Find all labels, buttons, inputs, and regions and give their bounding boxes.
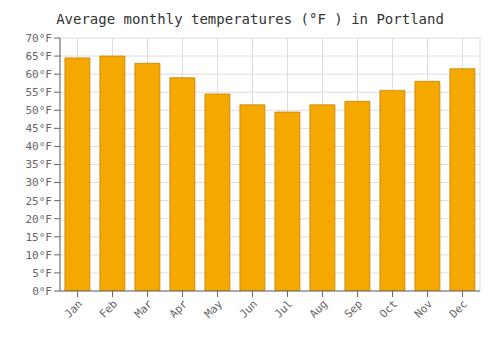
svg-text:60°F: 60°F: [26, 68, 53, 81]
svg-text:45°F: 45°F: [26, 122, 53, 135]
svg-text:Feb: Feb: [97, 297, 120, 320]
svg-text:40°F: 40°F: [26, 140, 53, 153]
svg-text:Jul: Jul: [272, 297, 295, 320]
svg-text:55°F: 55°F: [26, 86, 53, 99]
svg-text:20°F: 20°F: [26, 213, 53, 226]
svg-text:25°F: 25°F: [26, 195, 53, 208]
svg-text:15°F: 15°F: [26, 231, 53, 244]
svg-text:0°F: 0°F: [32, 285, 52, 298]
svg-text:35°F: 35°F: [26, 158, 53, 171]
svg-text:50°F: 50°F: [26, 104, 53, 117]
svg-text:May: May: [202, 297, 226, 321]
svg-text:65°F: 65°F: [26, 50, 53, 63]
svg-text:Sep: Sep: [342, 297, 365, 320]
svg-text:Apr: Apr: [167, 297, 191, 321]
svg-text:Mar: Mar: [132, 297, 156, 321]
svg-text:Oct: Oct: [377, 297, 400, 320]
svg-text:Jan: Jan: [62, 297, 85, 320]
svg-text:5°F: 5°F: [32, 267, 52, 280]
svg-text:Dec: Dec: [447, 297, 470, 320]
html-text:Average monthly temperatures (: Average monthly temperatures (°F ) in Po…: [56, 11, 444, 27]
svg-text:10°F: 10°F: [26, 249, 53, 262]
svg-text:Aug: Aug: [307, 297, 330, 320]
svg-text:Nov: Nov: [412, 297, 436, 321]
svg-text:Jun: Jun: [237, 297, 260, 320]
svg-text:70°F: 70°F: [26, 32, 53, 45]
svg-text:30°F: 30°F: [26, 176, 53, 189]
